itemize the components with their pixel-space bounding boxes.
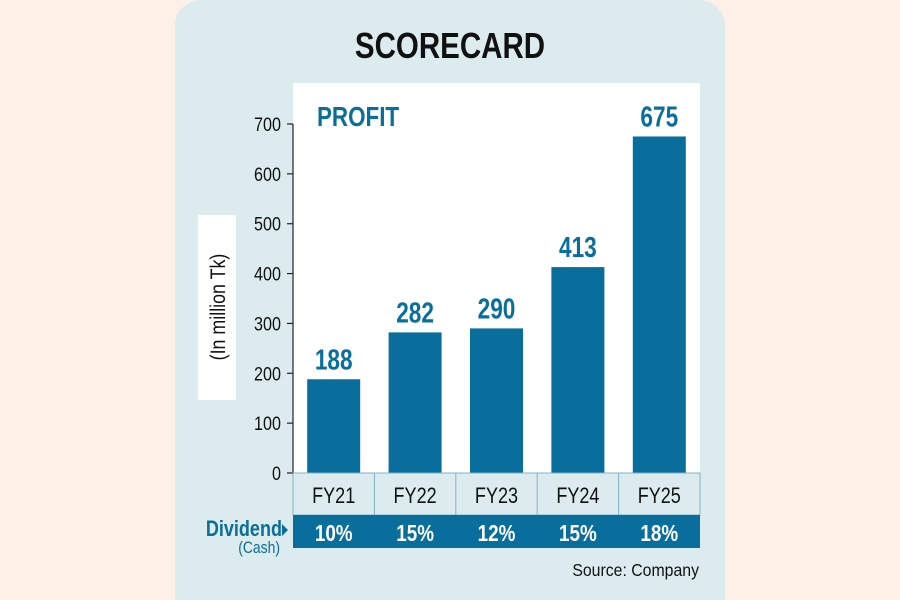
data-label: 282 [396, 296, 434, 329]
y-tick-label: 0 [272, 463, 281, 485]
y-tick-label: 200 [254, 363, 281, 385]
bars: 188 282 290 413 675 [307, 100, 686, 473]
y-tick-label: 500 [254, 213, 281, 235]
dividend-row: 10% 15% 12% 15% 18% [293, 515, 700, 548]
chart-title: SCORECARD [355, 25, 545, 65]
y-axis: 0 100 200 300 400 500 600 700 [254, 114, 294, 485]
x-tick-label: FY24 [556, 484, 599, 508]
arrow-right-icon [282, 524, 288, 536]
y-tick-label: 600 [254, 164, 281, 186]
source-note: Source: Company [572, 560, 699, 580]
y-tick-label: 300 [254, 313, 281, 335]
bar-fy24 [551, 267, 605, 473]
dividend-value: 10% [315, 521, 353, 546]
data-label: 675 [640, 100, 678, 133]
dividend-value: 18% [640, 521, 678, 546]
x-tick-label: FY23 [475, 484, 518, 508]
y-tick-label: 100 [254, 413, 281, 435]
y-tick-label: 400 [254, 263, 281, 285]
x-tick-label: FY21 [312, 484, 355, 508]
bar-fy25 [632, 136, 686, 473]
x-tick-label: FY25 [638, 484, 681, 508]
bar-fy23 [470, 328, 523, 473]
dividend-value: 15% [559, 521, 597, 546]
data-label: 188 [315, 343, 353, 376]
x-tick-label: FY22 [394, 484, 437, 508]
category-row-bg [292, 472, 701, 516]
data-label: 290 [478, 292, 516, 325]
bar-fy22 [388, 332, 442, 473]
dividend-sublabel: (Cash) [238, 539, 280, 558]
dividend-label: Dividend [206, 517, 282, 541]
y-tick-label: 700 [254, 114, 281, 136]
dividend-row-bg [293, 515, 700, 548]
chart-subtitle: PROFIT [317, 102, 400, 133]
dividend-value: 12% [478, 521, 516, 546]
y-axis-label: (In million Tk) [207, 254, 231, 361]
y-axis-label-box [198, 215, 236, 400]
bar-fy21 [307, 379, 361, 473]
category-row: FY21 FY22 FY23 FY24 FY25 [292, 472, 701, 516]
data-label: 413 [559, 230, 597, 263]
dividend-value: 15% [396, 521, 434, 546]
